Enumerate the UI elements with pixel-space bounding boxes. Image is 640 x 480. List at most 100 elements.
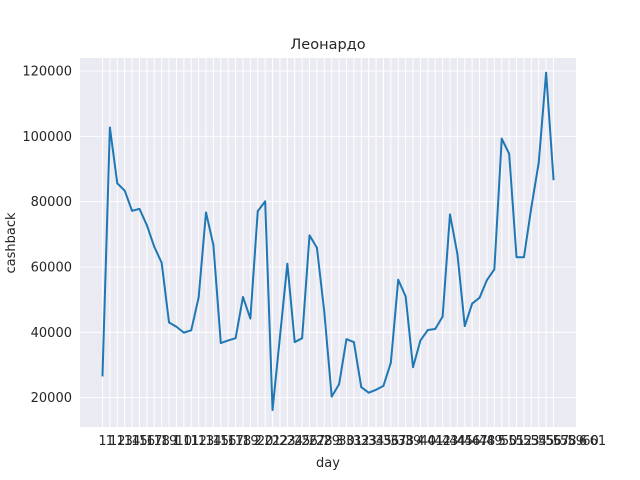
data-point — [109, 126, 111, 129]
x-tick-label: 12 — [109, 434, 126, 449]
data-point — [330, 395, 333, 398]
data-point — [197, 296, 200, 299]
data-point — [271, 409, 274, 411]
x-tick-label: 21 — [264, 434, 281, 449]
data-point — [116, 182, 119, 185]
data-point — [449, 213, 451, 216]
x-tick-label: 17 — [227, 434, 244, 449]
data-point — [338, 383, 340, 386]
data-point — [427, 329, 429, 331]
x-tick-label: 18 — [153, 434, 170, 449]
data-point — [508, 152, 510, 155]
x-tick-label: 29 — [323, 434, 340, 449]
y-axis-label: cashback — [4, 212, 19, 273]
x-tick-label: 16 — [220, 434, 237, 449]
x-tick-label: 15 — [213, 434, 230, 449]
x-tick-label: 61 — [590, 434, 607, 449]
data-point — [471, 302, 473, 305]
data-point — [242, 296, 244, 298]
data-point — [390, 361, 392, 364]
data-point — [293, 341, 296, 343]
data-point — [249, 317, 252, 320]
x-tick-label: 53 — [523, 434, 540, 449]
x-tick-label: 50 — [501, 434, 518, 449]
data-point — [375, 388, 377, 391]
x-tick-label: 27 — [309, 434, 326, 449]
data-point — [205, 211, 207, 214]
x-tick-label: 47 — [471, 434, 488, 449]
data-point — [515, 256, 518, 258]
y-tick-label: 40000 — [31, 326, 72, 341]
x-tick-label: 6 — [579, 434, 587, 449]
data-point — [190, 329, 193, 332]
data-point — [153, 245, 156, 248]
data-point — [434, 328, 437, 330]
x-tick-label: 13 — [116, 434, 133, 449]
x-tick-label: 12 — [190, 434, 207, 449]
data-point — [456, 253, 459, 255]
x-tick-label: 1 — [172, 434, 180, 449]
x-tick-label: 19 — [161, 434, 178, 449]
x-tick-label: 40 — [420, 434, 437, 449]
data-point — [183, 331, 185, 334]
x-tick-label: 59 — [567, 434, 584, 449]
x-tick-label: 23 — [279, 434, 296, 449]
data-point — [360, 386, 363, 388]
data-point — [316, 246, 318, 249]
x-tick-label: 42 — [434, 434, 451, 449]
x-tick-label: 52 — [516, 434, 533, 449]
data-point — [500, 137, 503, 140]
x-tick-label: 56 — [545, 434, 562, 449]
data-point — [486, 279, 488, 281]
data-point — [212, 244, 215, 246]
x-tick-label: 32 — [353, 434, 370, 449]
x-tick-label: 33 — [360, 434, 377, 449]
series-layer — [101, 71, 555, 412]
x-tick-label: 19 — [242, 434, 259, 449]
data-point — [264, 200, 266, 203]
data-point — [345, 338, 348, 340]
x-tick-label: 49 — [486, 434, 503, 449]
x-tick-label: 46 — [464, 434, 481, 449]
x-tick-label: 54 — [530, 434, 547, 449]
data-point — [463, 325, 466, 327]
data-point — [412, 366, 414, 369]
x-tick-label: 22 — [272, 434, 289, 449]
y-tick-label: 100000 — [22, 130, 72, 145]
data-point — [537, 162, 540, 164]
data-point — [530, 206, 533, 209]
x-tick-label: 4 — [416, 434, 424, 449]
x-tick-label: 11 — [183, 434, 200, 449]
y-tick-label: 120000 — [22, 65, 72, 80]
data-point — [256, 210, 259, 212]
x-tick-label: 60 — [582, 434, 599, 449]
chart-title: Леонардо — [290, 37, 365, 53]
data-point — [441, 315, 444, 318]
data-point — [175, 325, 178, 328]
y-tick-label: 20000 — [31, 391, 72, 406]
data-point — [323, 311, 326, 313]
x-tick-label: 38 — [397, 434, 414, 449]
data-point — [545, 71, 547, 74]
data-point — [168, 321, 170, 324]
data-point — [419, 339, 422, 342]
x-tick-label: 45 — [457, 434, 474, 449]
x-tick-label: 14 — [124, 434, 141, 449]
x-tick-labels: 1 112131415161718191101112131415161718192… — [98, 434, 606, 449]
data-point — [286, 262, 289, 265]
data-point — [397, 278, 400, 281]
x-tick-label: 14 — [205, 434, 222, 449]
x-tick-label: 31 — [346, 434, 363, 449]
x-tick-label: 17 — [146, 434, 163, 449]
data-point — [493, 268, 496, 271]
data-point — [353, 341, 355, 343]
data-point — [478, 296, 481, 299]
data-point — [160, 261, 163, 264]
x-tick-label: 30 — [338, 434, 355, 449]
x-tick-label: 55 — [538, 434, 555, 449]
data-point — [301, 337, 303, 339]
y-tick-label: 60000 — [31, 260, 72, 275]
x-tick-label: 43 — [442, 434, 459, 449]
x-tick-label: 10 — [176, 434, 193, 449]
data-point — [234, 337, 237, 339]
